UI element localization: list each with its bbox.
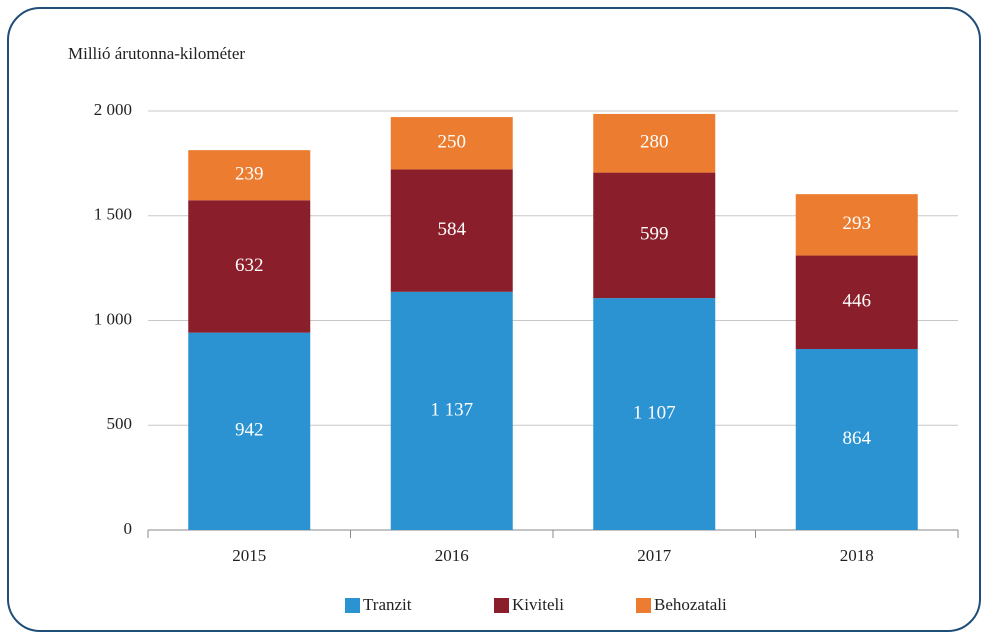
- x-tick-label: 2018: [840, 546, 874, 565]
- bar-segment: [593, 298, 716, 530]
- legend-swatch: [636, 598, 651, 613]
- y-tick-label: 0: [124, 519, 133, 538]
- data-label: 632: [235, 255, 264, 276]
- data-label: 942: [235, 420, 264, 441]
- legend-label: Tranzit: [363, 595, 412, 614]
- bar-segment: [593, 113, 716, 173]
- bar-segment: [188, 150, 311, 201]
- bar-segment: [188, 200, 311, 333]
- y-axis-label: Millió árutonna-kilométer: [68, 44, 245, 63]
- legend-swatch: [494, 598, 509, 613]
- data-label: 239: [235, 164, 264, 185]
- bar-segment: [188, 332, 311, 530]
- data-label: 446: [843, 291, 872, 312]
- y-tick-label: 1 000: [94, 309, 132, 328]
- bar-segment: [795, 194, 918, 256]
- bar-segment: [593, 172, 716, 299]
- data-label: 250: [438, 132, 467, 153]
- data-label: 864: [843, 428, 872, 449]
- data-label: 584: [438, 219, 467, 240]
- data-label: 1 107: [633, 402, 676, 423]
- bar-segment: [795, 348, 918, 530]
- bar-segment: [390, 117, 513, 170]
- x-tick-label: 2015: [232, 546, 266, 565]
- y-tick-label: 500: [107, 414, 133, 433]
- x-tick-label: 2016: [435, 546, 469, 565]
- x-tick-label: 2017: [637, 546, 672, 565]
- bar-segment: [390, 169, 513, 292]
- legend-swatch: [345, 598, 360, 613]
- data-label: 280: [640, 132, 669, 153]
- bar-segment: [795, 255, 918, 349]
- data-label: 599: [640, 224, 669, 245]
- legend-label: Kiviteli: [512, 595, 564, 614]
- legend-label: Behozatali: [654, 595, 727, 614]
- y-tick-label: 2 000: [94, 100, 132, 119]
- y-tick-label: 1 500: [94, 205, 132, 224]
- bar-segment: [390, 291, 513, 530]
- data-label: 293: [843, 213, 872, 234]
- data-label: 1 137: [430, 399, 473, 420]
